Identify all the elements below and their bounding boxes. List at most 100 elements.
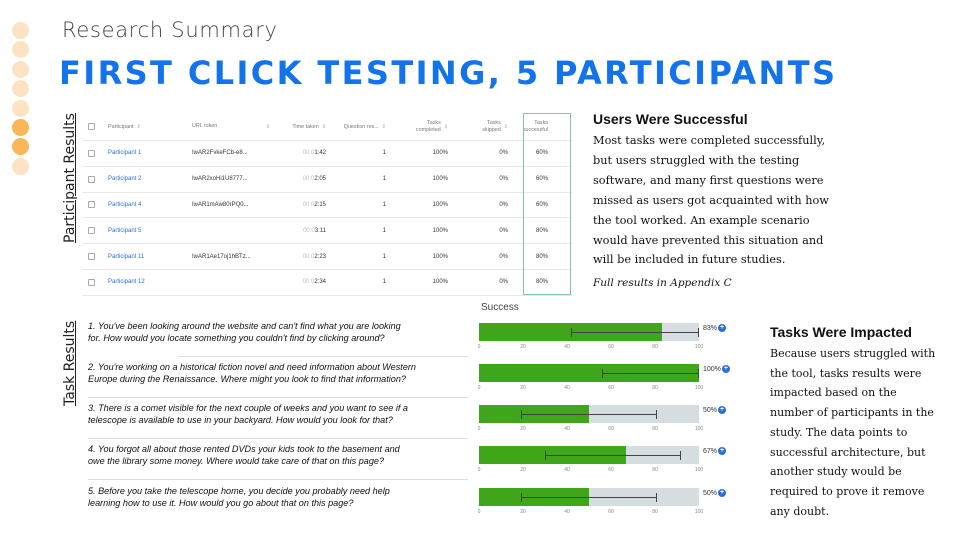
participant-link[interactable]: Participant 4 [108, 201, 142, 208]
table-row[interactable]: Participant 5 00:0 3:11 1 100% 0% 80% [82, 218, 572, 245]
error-cap [698, 328, 699, 337]
participant-link[interactable]: Participant 1 [108, 150, 142, 157]
table-row[interactable]: Participant 11 IwAR1Ae17oj1hBTz... 00:0 2:2… [82, 244, 572, 270]
success-bar-chart: 100% + 0 20 40 60 80 100 [478, 364, 738, 398]
tasks-completed: 100% [432, 253, 448, 260]
body-line: number of participants in the [770, 406, 934, 420]
body-line: study. The data points to [770, 425, 908, 439]
x-axis: 0 20 40 60 80 100 [478, 385, 708, 395]
table-row[interactable]: Participant 2 IwAR2xoHi1U8777... 00:0 2:05 1… [82, 167, 572, 193]
table-row[interactable]: Participant 1 IwAR2FvkeFCb-e8... 00:0 1:42 1… [82, 141, 572, 167]
error-cap [545, 451, 546, 460]
expand-plus-icon[interactable]: + [721, 365, 730, 373]
tasks-successful: 60% [535, 176, 548, 183]
header-tasks-successful[interactable]: Tasks successful [522, 119, 548, 133]
body-line: Most tasks were completed successfully, [593, 134, 826, 147]
success-column-header: Success [481, 302, 519, 313]
table-row[interactable]: Participant 12 00:0 2:34 1 100% 0% 80% [82, 270, 572, 296]
body-line: impacted based on the [770, 386, 897, 400]
tasks-successful: 80% [535, 227, 548, 234]
error-cap [698, 369, 699, 378]
row-checkbox[interactable] [88, 227, 95, 235]
bar-track [479, 323, 699, 341]
error-cap [656, 410, 658, 419]
axis-tick-label: 60 [608, 426, 614, 432]
table-row[interactable]: Participant 4 IwAR1mAw80rPQ0... 00:0 2:15 1 1… [82, 193, 572, 219]
axis-tick-label: 0 [477, 509, 481, 515]
progress-dot [12, 80, 29, 98]
x-axis: 0 20 40 60 80 100 [478, 426, 708, 436]
axis-tick-label: 20 [520, 509, 526, 515]
expand-plus-icon[interactable]: + [718, 406, 727, 414]
expand-plus-icon[interactable]: + [718, 324, 727, 332]
row-checkbox[interactable] [88, 149, 95, 157]
axis-tick-label: 80 [652, 344, 658, 350]
axis-tick-label: 80 [652, 385, 658, 391]
tasks-completed: 100% [432, 201, 448, 208]
task-question-line: 2. You're working on a historical fictio… [88, 362, 416, 372]
body-line: the tool, tasks results were [770, 366, 922, 380]
body-line: required to prove it remove [770, 484, 925, 498]
body-line: successful architecture, but [770, 445, 926, 459]
tasks-impacted-body: Because users struggled with the tool, ta… [770, 344, 960, 521]
page-title: FIRST CLICK TESTING, 5 PARTICIPANTS [59, 54, 838, 92]
body-line: the tool worked. An example scenario [593, 213, 810, 227]
bar-track [479, 446, 699, 464]
progress-dot [12, 41, 29, 59]
participant-link[interactable]: Participant 11 [108, 253, 145, 260]
header-time-taken[interactable]: Time taken ⇕ [292, 123, 326, 130]
participant-link[interactable]: Participant 5 [108, 227, 142, 234]
success-percent[interactable]: 50% + [703, 406, 727, 414]
success-percent[interactable]: 100% + [703, 365, 730, 373]
appendix-note: Full results in Appendix C [593, 277, 732, 289]
success-bar-chart: 50% + 0 20 40 60 80 100 [478, 405, 738, 439]
row-checkbox[interactable] [88, 175, 95, 183]
body-line: Because users struggled with [770, 347, 936, 360]
row-checkbox[interactable] [88, 201, 95, 209]
table-header-row: Participant ⇕ URL token ⇕ Time taken ⇕ Ques… [82, 113, 572, 141]
page-subtitle: Research Summary [62, 18, 278, 42]
success-percent[interactable]: 67% + [703, 447, 727, 455]
header-question-responses[interactable]: Question res... ⇕ [343, 123, 386, 130]
row-checkbox[interactable] [88, 253, 95, 261]
axis-tick-label: 20 [520, 426, 526, 432]
task-question: 5. Before you take the telescope home, y… [88, 485, 466, 510]
progress-dot [12, 60, 29, 78]
success-bar [479, 364, 699, 382]
select-all-checkbox[interactable] [88, 123, 95, 130]
axis-tick-label: 60 [608, 385, 614, 391]
tasks-skipped: 0% [499, 201, 508, 208]
url-token: IwAR2FvkeFCb-e8... [192, 150, 248, 157]
header-url-token[interactable]: URL token ⇕ [192, 123, 270, 130]
progress-dot [12, 118, 29, 136]
task-question-line: 5. Before you take the telescope home, y… [88, 486, 390, 496]
success-percent[interactable]: 50% + [703, 489, 727, 497]
progress-dot [12, 22, 29, 39]
header-participant[interactable]: Participant ⇕ [108, 123, 141, 130]
expand-plus-icon[interactable]: + [718, 489, 727, 497]
task-divider [88, 438, 468, 439]
header-tasks-skipped[interactable]: Tasks skipped ⇕ [482, 119, 508, 133]
tasks-completed: 100% [432, 279, 448, 286]
participant-link[interactable]: Participant 2 [108, 176, 142, 183]
success-percent[interactable]: 83% + [703, 324, 727, 332]
axis-tick-label: 20 [520, 467, 526, 473]
tasks-skipped: 0% [499, 227, 508, 234]
x-axis: 0 20 40 60 80 100 [478, 467, 708, 477]
task-question: 2. You're working on a historical fictio… [88, 361, 466, 386]
header-tasks-completed[interactable]: Tasks completed ⇕ [415, 119, 448, 133]
axis-tick-label: 100 [694, 467, 704, 473]
row-checkbox[interactable] [88, 278, 95, 286]
tasks-successful: 80% [535, 279, 548, 286]
users-successful-heading: Users Were Successful [593, 111, 748, 127]
expand-plus-icon[interactable]: + [718, 447, 727, 455]
participant-link[interactable]: Participant 12 [108, 279, 145, 286]
tasks-completed: 100% [432, 176, 448, 183]
tasks-completed: 100% [432, 150, 448, 157]
success-bar-chart: 67% + 0 20 40 60 80 100 [478, 446, 738, 480]
error-cap [656, 493, 658, 502]
axis-tick-label: 80 [652, 426, 658, 432]
task-divider [88, 479, 468, 480]
task-results-label: Task Results [62, 320, 78, 406]
tasks-skipped: 0% [499, 279, 508, 286]
